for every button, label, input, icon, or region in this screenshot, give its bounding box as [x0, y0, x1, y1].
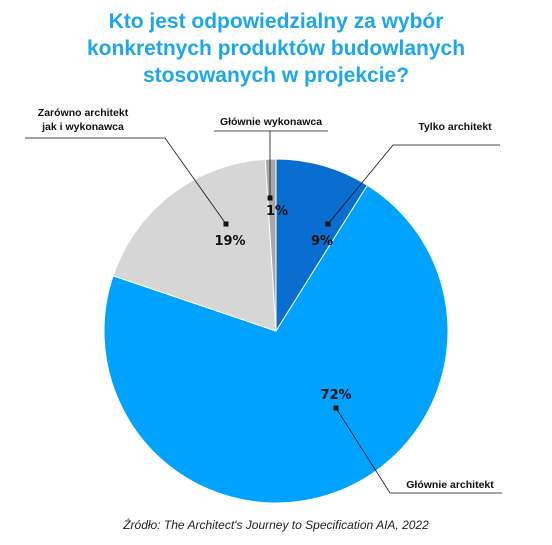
- category-label-tylko-architekt: Tylko architekt: [418, 121, 492, 133]
- source-note: Źródło: The Architect's Journey to Speci…: [123, 518, 429, 532]
- pct-label-glownie-wykonawca: 1%: [266, 204, 288, 219]
- chart-title: Kto jest odpowiedzialny za wybór konkret…: [0, 8, 552, 89]
- pct-label-glownie-architekt: 72%: [320, 388, 351, 403]
- category-label-glownie-architekt: Głównie architekt: [406, 479, 494, 491]
- category-label-glownie-wykonawca: Głównie wykonawca: [220, 116, 322, 128]
- pie-slice-glownie-wykonawca: [264, 158, 277, 332]
- pct-label-tylko-architekt: 9%: [311, 234, 333, 249]
- leader-dot-glownie-wykonawca: [267, 195, 273, 201]
- category-label-zarowno-line-2: jak i wykonawca: [41, 121, 124, 133]
- leader-dot-zarowno: [223, 221, 229, 227]
- category-label-zarowno-line-1: Zarówno architekt: [38, 107, 129, 119]
- leader-line-glownie-architekt: [335, 407, 502, 494]
- leader-dot-tylko-architekt: [325, 221, 331, 227]
- leader-line-zarowno: [25, 137, 227, 225]
- pie-slice-tylko-architekt: [275, 158, 369, 333]
- leader-lines: [25, 130, 502, 494]
- pie-slices: [103, 158, 449, 504]
- chart-title-line-1: Kto jest odpowiedzialny za wybór: [108, 10, 444, 33]
- leader-dot-glownie-architekt: [333, 405, 339, 411]
- chart-title-line-2: konkretnych produktów budowlanych: [86, 37, 466, 60]
- pie-slice-zarowno: [112, 158, 277, 332]
- leader-line-tylko-architekt: [327, 144, 500, 225]
- pie-slice-glownie-architekt: [103, 184, 449, 504]
- chart-title-line-3: stosowanych w projekcie?: [142, 64, 410, 87]
- pct-label-zarowno: 19%: [214, 234, 245, 249]
